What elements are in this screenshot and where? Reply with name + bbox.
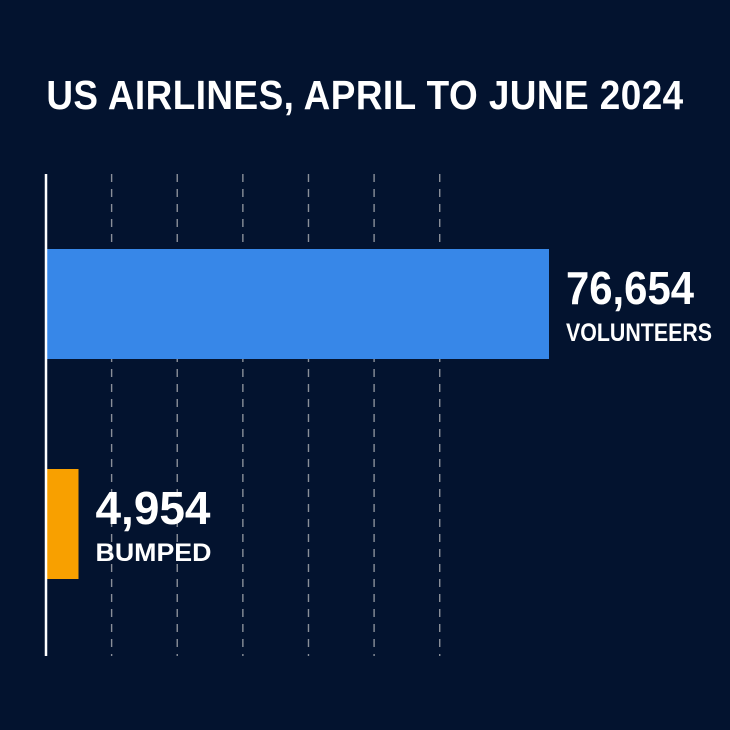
data-label-category: BUMPED <box>96 539 212 567</box>
chart-title: US AIRLINES, APRIL TO JUNE 2024 <box>46 72 684 118</box>
bar-volunteers <box>46 249 549 359</box>
data-label-value: 76,654 <box>566 262 694 314</box>
gridlines <box>110 174 441 656</box>
bars <box>46 249 549 579</box>
bar-bumped <box>46 469 79 579</box>
bar-labels: 76,654 VOLUNTEERS 4,954 BUMPED <box>96 262 712 567</box>
data-label-category: VOLUNTEERS <box>566 319 712 347</box>
data-label-value: 4,954 <box>96 482 211 534</box>
